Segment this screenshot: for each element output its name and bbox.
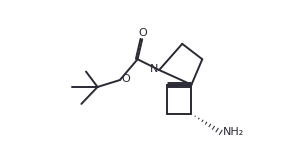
Text: O: O — [121, 74, 130, 84]
Text: O: O — [138, 28, 147, 38]
Text: NH₂: NH₂ — [223, 127, 244, 137]
Text: N: N — [150, 64, 158, 74]
